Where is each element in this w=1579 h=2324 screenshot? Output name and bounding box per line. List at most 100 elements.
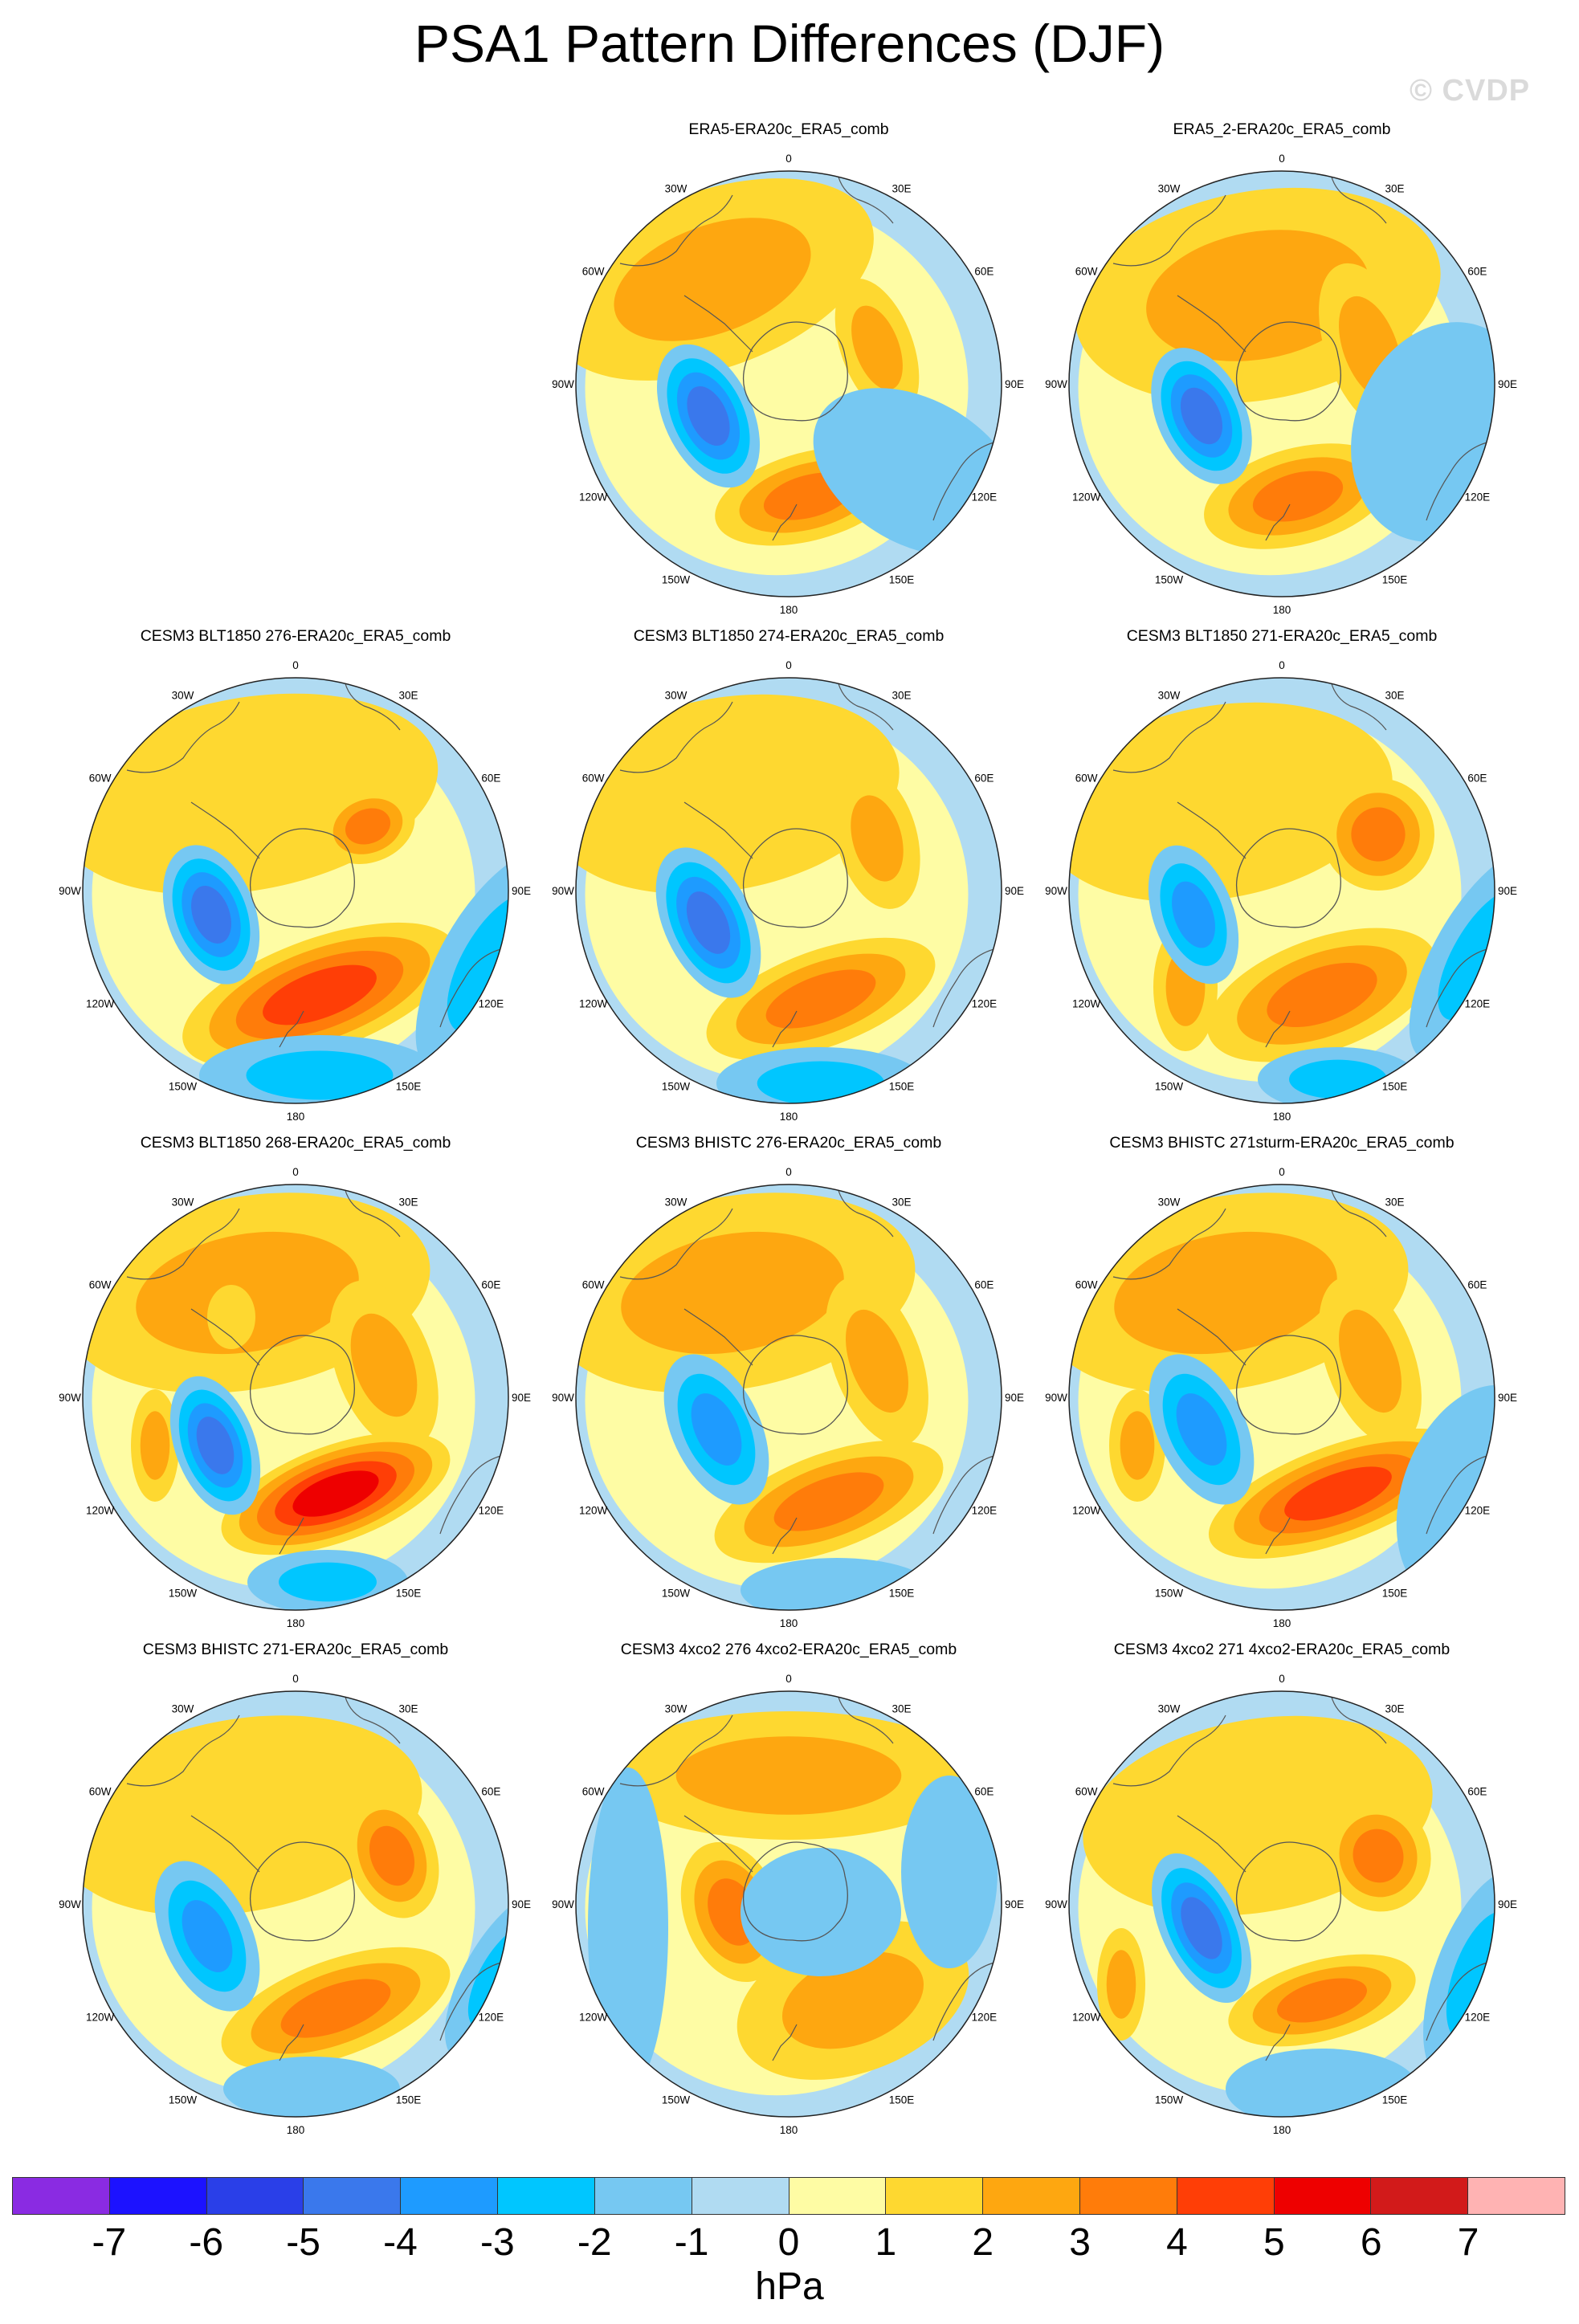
contour-fill (1120, 1411, 1155, 1480)
antarctic-peninsula-coastline (1177, 1815, 1246, 1873)
longitude-label: 120E (972, 491, 998, 504)
longitude-label: 30W (1158, 690, 1181, 702)
antarctic-peninsula-coastline (190, 1308, 260, 1366)
australia-coastline (932, 439, 1002, 521)
longitude-label: 180 (287, 2124, 305, 2136)
longitude-label: 0 (785, 1166, 792, 1178)
africa-coastline (836, 1691, 894, 1744)
colorbar-swatch (789, 2178, 887, 2214)
contour-fill (345, 808, 391, 845)
longitude-label: 30E (1385, 690, 1404, 702)
longitude-label: 180 (287, 1111, 305, 1123)
map-panel: CESM3 BHISTC 271-ERA20c_ERA5_comb 0 30E 60… (55, 1639, 537, 2145)
colorbar-swatch (692, 2178, 790, 2214)
colorbar-swatch (594, 2178, 692, 2214)
longitude-label: 180 (1273, 1617, 1291, 1629)
contour-fill (741, 1848, 901, 1976)
antarctica-coastline (1235, 321, 1341, 422)
panel-title: ERA5-ERA20c_ERA5_comb (688, 120, 889, 138)
contour-fill (369, 1825, 415, 1886)
longitude-label: 30W (665, 690, 687, 702)
contour-fill (621, 1231, 844, 1355)
longitude-label: 0 (292, 659, 299, 671)
figure-title: PSA1 Pattern Differences (DJF) (414, 14, 1165, 73)
longitude-label: 60E (974, 1279, 994, 1291)
polar-map: 0 30E 60E 90E 120E 150E 180 150W 120W 90W 60W 30W (552, 1166, 1024, 1629)
panel-title: CESM3 BLT1850 276-ERA20c_ERA5_comb (140, 627, 451, 645)
contour-fill (757, 1061, 885, 1103)
colorbar-tick-label: -5 (286, 2221, 320, 2264)
colorbar-swatch (498, 2178, 595, 2214)
longitude-label: 90E (1498, 378, 1517, 390)
polar-map: 0 30E 60E 90E 120E 150E 180 150W 120W 90W 60W 30W (552, 153, 1024, 616)
antarctic-peninsula-coastline (683, 295, 753, 353)
polar-map: 0 30E 60E 90E 120E 150E 180 150W 120W 90W 60W 30W (1045, 659, 1517, 1123)
longitude-label: 150E (889, 573, 915, 585)
contour-fill (223, 2057, 400, 2117)
map-panel: CESM3 4xco2 276 4xco2-ERA20c_ERA5_comb 0… (548, 1639, 1030, 2145)
south-america-coastline (126, 1714, 240, 1787)
longitude-label: 150E (396, 2094, 422, 2106)
longitude-label: 120E (972, 998, 998, 1010)
longitude-label: 90E (1005, 378, 1024, 390)
contour-fill (773, 1472, 884, 1531)
contour-fill (1146, 230, 1369, 361)
contour-fill (196, 1417, 235, 1474)
longitude-label: 0 (292, 1166, 299, 1178)
longitude-label: 30W (172, 1197, 194, 1209)
longitude-label: 30E (892, 690, 911, 702)
longitude-label: 180 (1273, 604, 1291, 616)
panel-title: CESM3 BHISTC 271-ERA20c_ERA5_comb (142, 1641, 449, 1658)
longitude-label: 180 (287, 1617, 305, 1629)
longitude-label: 30E (892, 183, 911, 195)
longitude-label: 150W (169, 1080, 198, 1092)
contour-fill (182, 1900, 233, 1972)
longitude-label: 150E (889, 2094, 915, 2106)
australia-coastline (439, 1959, 508, 2041)
map-border (1068, 1184, 1495, 1611)
contour-fill (576, 694, 900, 895)
australia-coastline (439, 946, 508, 1028)
map-panel: CESM3 BLT1850 268-ERA20c_ERA5_comb 0 30E 6… (55, 1132, 537, 1638)
longitude-label: 30E (1385, 1197, 1404, 1209)
longitude-label: 150W (662, 573, 691, 585)
longitude-label: 150E (396, 1587, 422, 1599)
map-border (82, 677, 509, 1104)
australia-coastline (932, 946, 1002, 1028)
polar-map: 0 30E 60E 90E 120E 150E 180 150W 120W 90W 60W 30W (59, 1166, 531, 1629)
colorbar-swatch (304, 2178, 402, 2214)
colorbar-tick-label: -3 (480, 2221, 515, 2264)
antarctic-peninsula-coastline (683, 801, 753, 859)
colorbar-tick-label: 0 (777, 2221, 800, 2264)
contour-fill (1114, 1231, 1337, 1355)
new-zealand-coastline (772, 1010, 798, 1048)
australia-coastline (1426, 1959, 1495, 2041)
antarctic-peninsula-coastline (683, 1815, 753, 1873)
map-border (575, 677, 1002, 1104)
contour-fill (765, 969, 876, 1029)
antarctic-peninsula-coastline (190, 1815, 260, 1873)
polar-map: 0 30E 60E 90E 120E 150E 180 150W 120W 90W 60W 30W (1045, 1673, 1517, 2136)
antarctica-coastline (1235, 1841, 1341, 1942)
longitude-label: 90E (1498, 1898, 1517, 1910)
contour-fill (83, 1715, 422, 1916)
polar-map: 0 30E 60E 90E 120E 150E 180 150W 120W 90W 60W 30W (1045, 1166, 1517, 1629)
antarctica-coastline (742, 1335, 848, 1435)
contour-fill (246, 1050, 394, 1100)
contour-fill (350, 1313, 418, 1417)
longitude-label: 30W (1158, 1703, 1181, 1715)
antarctic-peninsula-coastline (1177, 1308, 1246, 1366)
africa-coastline (343, 678, 401, 731)
antarctica-coastline (249, 1841, 355, 1942)
longitude-label: 30E (1385, 183, 1404, 195)
longitude-label: 60E (481, 1786, 500, 1798)
contour-fill (1284, 1466, 1392, 1521)
longitude-label: 30W (172, 690, 194, 702)
new-zealand-coastline (1265, 2024, 1291, 2061)
longitude-label: 60E (974, 773, 994, 785)
longitude-label: 120W (86, 2012, 115, 2024)
longitude-label: 30E (892, 1703, 911, 1715)
australia-coastline (932, 1453, 1002, 1535)
map-panel: CESM3 BHISTC 271sturm-ERA20c_ERA5_comb 0… (1041, 1132, 1523, 1638)
longitude-label: 120W (1072, 998, 1101, 1010)
